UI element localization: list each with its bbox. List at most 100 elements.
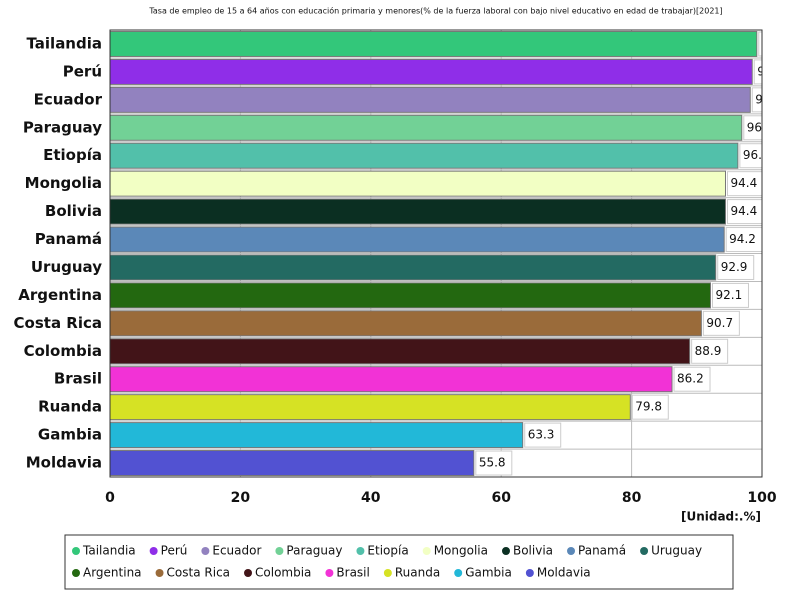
legend-label: Tailandia [82,544,136,558]
y-tick-label: Argentina [18,286,102,304]
y-tick-label: Perú [63,62,102,80]
value-label-box [702,310,740,336]
legend-marker [275,547,284,555]
y-tick-label: Colombia [24,342,102,360]
value-label-box [726,171,762,197]
legend-marker [422,547,431,555]
value-label-box [758,31,762,57]
bar [110,450,475,477]
value-label: 55.8 [479,456,506,470]
legend-label: Ecuador [212,544,261,558]
bar [110,310,702,337]
legend-marker [201,547,210,555]
x-tick-label: 20 [231,490,251,506]
y-tick-label: Etiopía [43,146,102,164]
legend-label: Etiopía [367,544,408,558]
chart-title: Tasa de empleo de 15 a 64 años con educa… [148,6,722,16]
bar [110,254,717,281]
y-tick-label: Panamá [35,230,102,248]
bar [110,366,673,393]
legend-marker [356,547,365,555]
value-label-box [725,227,762,253]
x-tick-label: 100 [747,490,776,506]
value-label: 98.2 [755,92,782,106]
bar [110,114,743,141]
legend-label: Bolivia [513,544,553,558]
value-label: 86.2 [677,372,704,386]
legend-label: Mongolia [434,544,488,558]
value-label-box [631,394,669,420]
legend-marker [567,547,576,555]
value-label-box [711,282,749,308]
y-tick-label: Bolivia [45,202,102,220]
legend-box [64,534,734,590]
value-label-box [475,450,513,476]
legend-label: Uruguay [651,544,702,558]
value-label-box [717,254,755,280]
legend-label: Panamá [578,544,626,558]
unit-label: [Unidad:.%] [681,510,761,524]
y-tick-label: Uruguay [31,258,102,276]
bar [110,422,524,449]
bar [110,394,631,421]
y-tick-label: Costa Rica [14,314,102,332]
legend-marker [383,569,392,577]
bar [110,58,753,85]
legend-label: Costa Rica [167,566,230,580]
legend-label: Moldavia [537,566,591,580]
legend-marker [525,569,534,577]
bar [110,338,691,365]
value-label-box [726,199,762,225]
legend-marker [325,569,334,577]
plot-border [109,29,763,478]
y-tick-label: Gambia [38,426,102,444]
legend-marker [501,547,510,555]
x-tick-label: 80 [622,490,642,506]
value-label-box [524,422,562,448]
value-label-box [751,87,762,113]
bar [110,170,726,197]
bar [110,226,725,253]
legend-marker [454,569,463,577]
value-label: 63.3 [528,428,555,442]
bar [110,142,739,169]
value-label: 92.1 [715,288,742,302]
y-tick-label: Ecuador [34,90,103,108]
legend-marker [72,547,80,555]
y-tick-label: Moldavia [26,454,102,472]
legend-marker [244,569,253,577]
x-tick-label: 0 [105,490,115,506]
value-label: 94.4 [730,176,757,190]
bar [110,86,751,113]
value-label: 99.2 [762,36,789,50]
value-label: 79.8 [635,400,662,414]
y-tick-label: Mongolia [25,174,102,192]
legend-label: Colombia [255,566,311,580]
plot-area: 99.2 98.5 98.2 96.9 96.3 94.4 94.4 94.2 92.9 92.1… [110,30,789,477]
value-label-box [753,59,762,85]
y-tick-label: Brasil [54,370,102,388]
legend-label: Argentina [83,566,142,580]
value-label: 94.2 [729,232,756,246]
bar [110,282,711,309]
value-label: 96.9 [747,120,774,134]
value-label-box [739,143,762,169]
value-label: 94.4 [730,204,757,218]
x-tick-label: 60 [491,490,511,506]
legend-label: Gambia [465,566,512,580]
y-tick-label: Tailandia [26,34,102,52]
value-label: 88.9 [695,344,722,358]
bar [110,30,758,57]
value-label-box [691,338,729,364]
legend-label: Ruanda [395,566,440,580]
legend-marker [149,547,158,555]
legend-marker [155,569,164,577]
legend-label: Paraguay [286,544,342,558]
x-tick-label: 40 [361,490,381,506]
legend-marker [640,547,649,555]
value-label-box [673,366,711,392]
y-tick-label: Ruanda [38,398,102,416]
value-label: 92.9 [721,260,748,274]
value-label: 90.7 [706,316,733,330]
